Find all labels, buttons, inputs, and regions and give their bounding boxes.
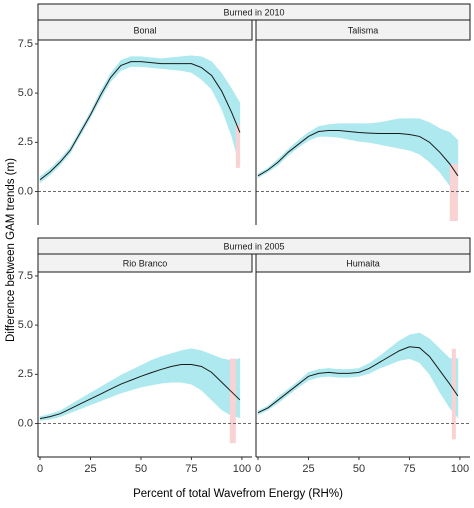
x-tick-label: 75 (403, 463, 415, 475)
confidence-band (429, 338, 441, 394)
x-tick-label: 25 (302, 463, 314, 475)
y-axis-title: Difference between GAM trends (m) (5, 158, 17, 342)
group-title: Burned in 2005 (223, 241, 284, 251)
x-tick-label: 75 (185, 463, 197, 475)
panel-title: Bonal (133, 25, 156, 35)
confidence-band (378, 348, 390, 369)
group-strip (37, 3, 471, 21)
panel-title: Talisma (348, 25, 379, 35)
group-title: Burned in 2010 (223, 7, 284, 17)
confidence-band (221, 72, 233, 137)
trend-line (39, 61, 241, 181)
y-tick-label: 5.0 (18, 319, 33, 331)
panel-strip (37, 253, 253, 273)
confidence-band (191, 55, 202, 80)
panel-strip (255, 19, 471, 41)
tail-band (449, 163, 458, 222)
confidence-band (211, 60, 223, 110)
trend-line (257, 346, 459, 414)
tail-band (451, 348, 456, 440)
tail-band (235, 124, 240, 168)
panel-strip (37, 19, 253, 41)
y-tick-label: 2.5 (18, 368, 33, 380)
trend-line (257, 130, 459, 177)
x-tick-label: 100 (233, 463, 251, 475)
tail-band (229, 358, 236, 444)
confidence-band (388, 340, 400, 365)
panel-strip (255, 253, 471, 273)
x-axis-title: Percent of total Wavefrom Energy (RH%) (133, 488, 343, 500)
trend-line (39, 364, 241, 420)
x-tick-label: 50 (353, 463, 365, 475)
confidence-band (201, 350, 212, 401)
confidence-band (439, 128, 451, 187)
x-tick-label: 0 (255, 463, 261, 475)
confidence-band (211, 354, 223, 411)
group-strip (37, 237, 471, 255)
confidence-band (439, 348, 451, 409)
confidence-band (140, 360, 152, 388)
confidence-band (201, 56, 212, 90)
x-tick-label: 100 (451, 463, 469, 475)
y-tick-label: 5.0 (18, 87, 33, 99)
confidence-band (419, 118, 430, 163)
confidence-band (419, 332, 430, 376)
y-tick-label: 0.0 (18, 417, 33, 429)
panel-title: Humaita (346, 258, 380, 268)
confidence-band (181, 348, 192, 385)
x-tick-label: 25 (84, 463, 96, 475)
y-tick-label: 0.0 (18, 185, 33, 197)
y-tick-label: 2.5 (18, 136, 33, 148)
x-tick-label: 0 (37, 463, 43, 475)
confidence-band (191, 348, 202, 391)
y-tick-label: 7.5 (18, 270, 33, 282)
panel-title: Rio Branco (123, 258, 168, 268)
x-tick-label: 50 (135, 463, 147, 475)
y-tick-label: 7.5 (18, 38, 33, 50)
